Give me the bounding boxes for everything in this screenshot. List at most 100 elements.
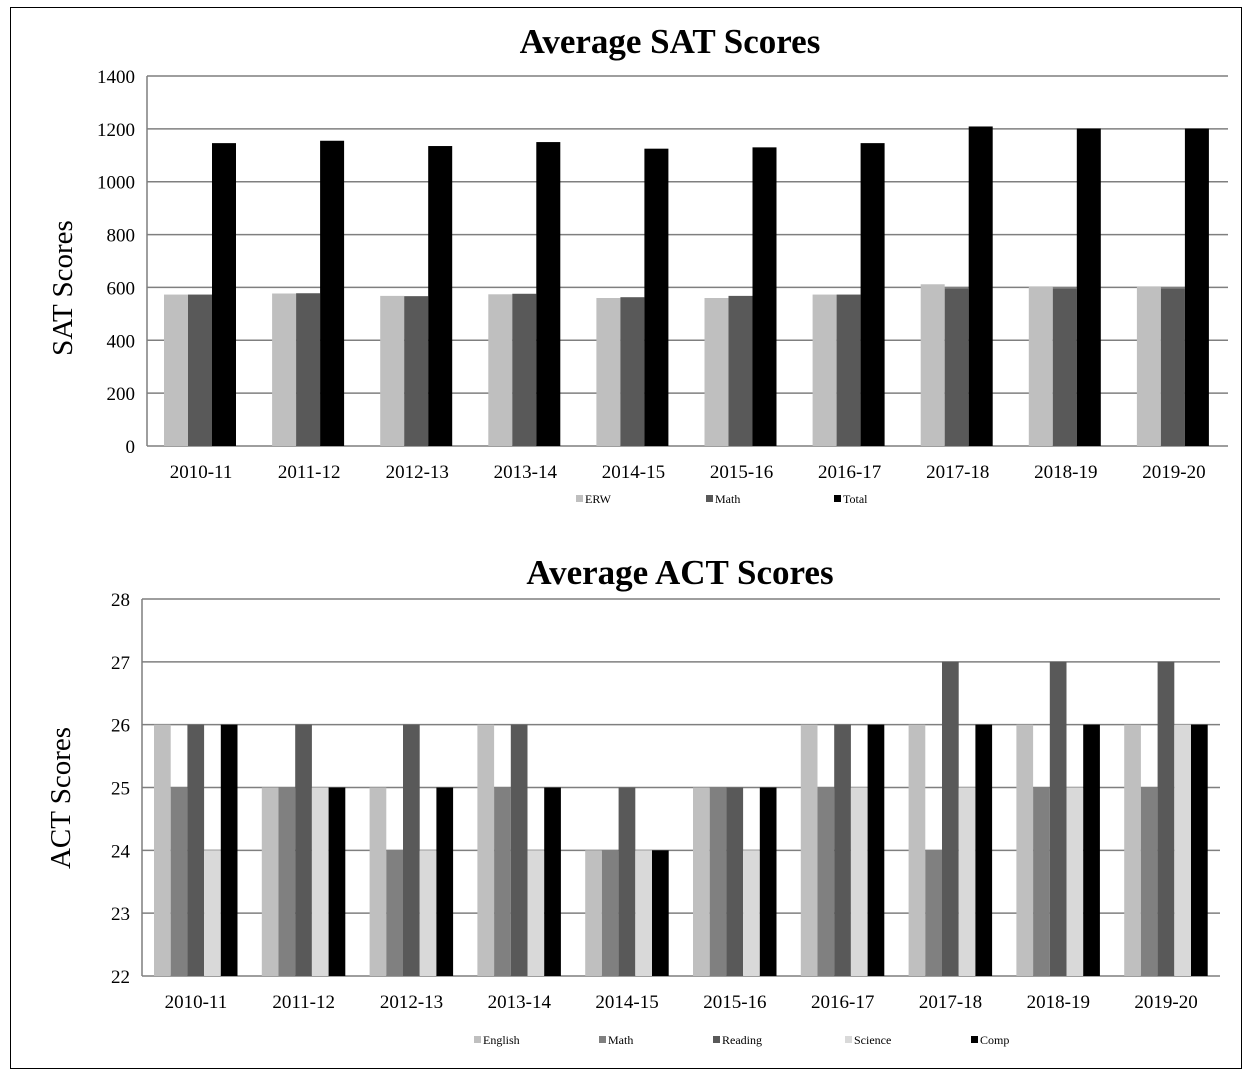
sat-bar-erw-2018-19	[1028, 286, 1053, 446]
act-x-tick-label: 2011-12	[272, 992, 335, 1013]
figure-frame	[10, 7, 1242, 1069]
sat-x-tick-label: 2018-19	[1034, 462, 1097, 483]
act-bar-math-2017-18	[925, 850, 942, 976]
act-bar-science-2019-20	[1174, 724, 1191, 976]
act-chart: Average ACT Scores ACT Scores 22 23 24 25 26…	[45, 553, 1220, 1047]
sat-bar-erw-2011-12	[272, 293, 297, 446]
sat-y-tick-label: 600	[107, 278, 136, 299]
sat-legend: ERW Math Total	[576, 492, 868, 506]
act-bar-reading-2010-11	[187, 724, 205, 976]
act-legend-label-science: Science	[854, 1033, 891, 1047]
sat-bar-total-2019-20	[1184, 128, 1209, 447]
sat-x-tick-label: 2014-15	[602, 462, 665, 483]
act-bars	[154, 661, 1208, 976]
sat-bar-erw-2015-16	[704, 298, 729, 446]
act-bar-comp-2010-11	[220, 724, 238, 976]
act-bar-english-2013-14	[477, 724, 495, 976]
act-x-tick-label: 2016-17	[811, 992, 874, 1013]
act-legend-swatch-english	[474, 1036, 481, 1043]
act-bar-science-2012-13	[419, 850, 437, 976]
act-legend: English Math Reading Science Comp	[474, 1033, 1009, 1047]
sat-bar-math-2014-15	[620, 297, 645, 446]
act-bar-math-2012-13	[386, 850, 403, 976]
act-bar-reading-2017-18	[942, 661, 959, 976]
act-y-tick-label: 26	[111, 716, 130, 737]
act-bar-english-2012-13	[369, 787, 387, 976]
sat-x-tick-label: 2012-13	[386, 462, 449, 483]
sat-bar-total-2012-13	[428, 146, 453, 447]
sat-bar-erw-2010-11	[164, 294, 188, 446]
sat-bar-total-2018-19	[1076, 128, 1101, 447]
act-bar-comp-2018-19	[1083, 724, 1100, 976]
sat-bar-total-2013-14	[536, 142, 561, 447]
sat-bar-math-2017-18	[944, 288, 969, 446]
act-y-tick-label: 24	[111, 841, 131, 862]
act-bar-reading-2014-15	[618, 787, 636, 976]
sat-y-tick-label: 400	[107, 331, 136, 352]
act-bar-science-2011-12	[311, 787, 329, 976]
sat-y-tick-label: 200	[107, 384, 136, 405]
sat-x-tick-label: 2016-17	[818, 462, 881, 483]
act-bar-science-2018-19	[1066, 787, 1084, 976]
act-legend-swatch-science	[845, 1036, 852, 1043]
act-y-axis-label: ACT Scores	[45, 727, 77, 869]
act-bar-math-2016-17	[817, 787, 835, 976]
sat-y-tick-label: 1200	[97, 120, 135, 141]
sat-bar-math-2019-20	[1160, 288, 1185, 446]
sat-x-tick-label: 2011-12	[278, 462, 341, 483]
sat-bar-math-2016-17	[836, 294, 861, 446]
act-bar-english-2015-16	[693, 787, 710, 976]
sat-bar-total-2011-12	[320, 140, 345, 446]
sat-y-tick-label: 1400	[97, 67, 135, 88]
act-x-tick-label: 2017-18	[919, 992, 982, 1013]
sat-legend-label-total: Total	[843, 492, 868, 506]
sat-y-axis-label: SAT Scores	[47, 220, 79, 356]
sat-legend-label-math: Math	[715, 492, 740, 506]
act-bar-science-2014-15	[635, 850, 652, 976]
sat-bar-erw-2019-20	[1136, 286, 1161, 446]
sat-x-tick-label: 2015-16	[710, 462, 773, 483]
act-legend-label-math: Math	[608, 1033, 633, 1047]
act-bar-comp-2017-18	[975, 724, 993, 976]
act-x-tick-label: 2015-16	[703, 992, 766, 1013]
act-bar-english-2017-18	[908, 724, 926, 976]
sat-chart-title: Average SAT Scores	[520, 22, 821, 61]
sat-y-tick-labels: 0 200 400 600 800 1000 1200 1400	[97, 67, 135, 458]
act-bar-comp-2011-12	[328, 787, 346, 976]
act-chart-title: Average ACT Scores	[526, 553, 833, 592]
sat-y-tick-label: 800	[107, 226, 136, 247]
act-bar-english-2018-19	[1016, 724, 1034, 976]
act-bar-math-2015-16	[709, 787, 727, 976]
sat-bar-math-2011-12	[296, 293, 321, 446]
act-bar-reading-2013-14	[510, 724, 528, 976]
sat-x-tick-label: 2019-20	[1142, 462, 1205, 483]
act-legend-swatch-comp	[971, 1036, 978, 1043]
act-bar-science-2010-11	[204, 850, 221, 976]
act-y-tick-labels: 22 23 24 25 26 27 28	[111, 590, 131, 988]
act-bar-math-2010-11	[170, 787, 188, 976]
sat-x-tick-labels: 2010-11 2011-12 2012-13 2013-14 2014-15 2015-…	[170, 462, 1206, 483]
sat-legend-label-erw: ERW	[585, 492, 612, 506]
sat-bar-total-2014-15	[644, 148, 669, 446]
act-y-tick-label: 27	[111, 653, 130, 674]
act-y-tick-label: 25	[111, 779, 130, 800]
sat-legend-swatch-math	[706, 495, 713, 502]
sat-bar-math-2018-19	[1052, 288, 1077, 446]
sat-bar-math-2015-16	[728, 295, 753, 446]
sat-bar-math-2010-11	[188, 294, 212, 446]
act-bar-reading-2016-17	[834, 724, 851, 976]
act-bar-science-2016-17	[850, 787, 868, 976]
act-bar-comp-2016-17	[867, 724, 885, 976]
sat-bar-erw-2017-18	[920, 284, 945, 446]
act-bar-english-2016-17	[800, 724, 818, 976]
act-x-tick-label: 2013-14	[488, 992, 552, 1013]
act-x-tick-label: 2014-15	[595, 992, 658, 1013]
sat-legend-swatch-erw	[576, 495, 583, 502]
sat-legend-swatch-total	[834, 495, 841, 502]
act-bar-reading-2012-13	[403, 724, 420, 976]
act-legend-label-comp: Comp	[980, 1033, 1009, 1047]
act-legend-swatch-math	[599, 1036, 606, 1043]
act-bar-math-2019-20	[1140, 787, 1158, 976]
sat-y-tick-label: 0	[126, 437, 136, 458]
